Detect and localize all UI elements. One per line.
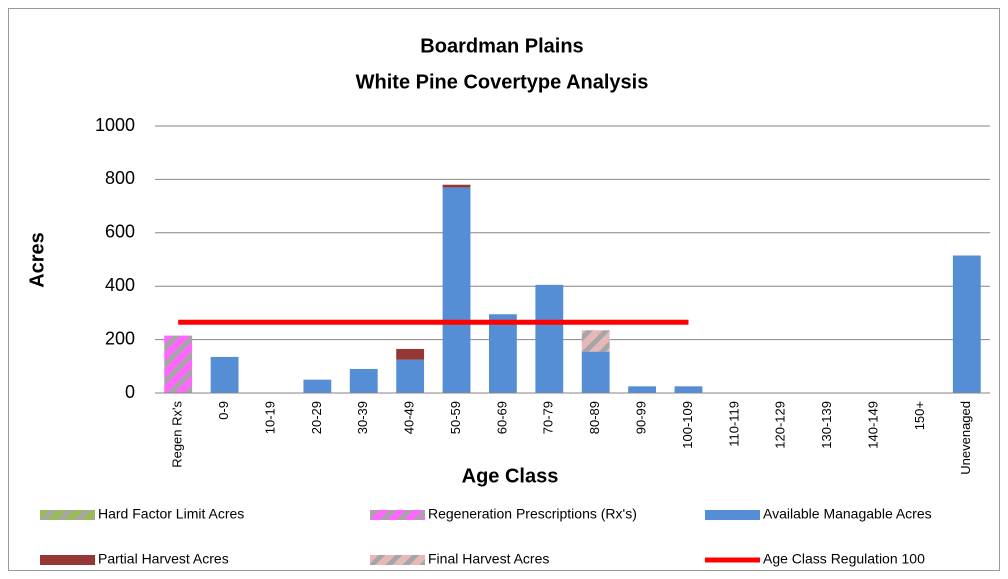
bar — [442, 187, 471, 393]
x-tick-label: 110-119 — [726, 401, 741, 447]
bar — [303, 379, 332, 393]
x-tick-label: 20-29 — [309, 401, 324, 434]
bar — [628, 386, 656, 393]
legend-swatch — [705, 510, 760, 520]
bar — [535, 284, 564, 393]
chart-frame — [8, 8, 1000, 571]
x-tick-label: 50-59 — [448, 401, 463, 434]
x-tick-label: 70-79 — [541, 401, 556, 434]
legend-label: Partial Harvest Acres — [98, 551, 229, 567]
chart-title: Boardman Plains — [420, 35, 583, 57]
x-tick-label: 100-109 — [680, 401, 695, 449]
x-tick-label: 140-149 — [865, 401, 880, 449]
legend-label: Age Class Regulation 100 — [763, 551, 925, 567]
x-tick-label: 40-49 — [402, 401, 417, 434]
legend-swatch — [370, 510, 425, 520]
y-axis-label: Acres — [26, 232, 48, 288]
bar — [952, 255, 981, 393]
x-tick-label: Regen Rx's — [170, 401, 185, 468]
x-tick-label: 10-19 — [262, 401, 277, 434]
y-tick-label: 600 — [105, 222, 135, 242]
bar — [164, 335, 193, 393]
y-tick-label: 400 — [105, 275, 135, 295]
x-tick-label: 60-69 — [494, 401, 509, 434]
bar — [489, 314, 517, 393]
legend-label: Final Harvest Acres — [428, 551, 549, 567]
bar — [396, 359, 425, 393]
x-tick-label: 30-39 — [355, 401, 370, 434]
bar — [396, 348, 425, 360]
legend-swatch — [40, 555, 95, 565]
bar — [442, 184, 471, 188]
x-tick-label: 0-9 — [216, 401, 231, 420]
legend-swatch — [370, 555, 425, 565]
x-tick-label: 90-99 — [634, 401, 649, 434]
x-tick-label: 130-139 — [819, 401, 834, 449]
legend-label: Available Managable Acres — [763, 506, 932, 522]
legend-label: Hard Factor Limit Acres — [98, 506, 244, 522]
legend-swatch — [40, 510, 95, 520]
x-axis-label: Age Class — [462, 465, 559, 487]
x-tick-label: Unevenaged — [958, 401, 973, 475]
bar — [581, 330, 610, 352]
bar — [581, 351, 610, 393]
y-tick-label: 200 — [105, 328, 135, 348]
x-tick-label: 150+ — [912, 401, 927, 430]
bar — [349, 368, 378, 393]
bar — [674, 386, 703, 393]
legend-label: Regeneration Prescriptions (Rx's) — [428, 506, 637, 522]
chart-subtitle: White Pine Covertype Analysis — [356, 71, 649, 93]
y-tick-label: 1000 — [95, 115, 135, 135]
x-tick-label: 120-129 — [773, 401, 788, 449]
y-tick-label: 800 — [105, 168, 135, 188]
x-tick-label: 80-89 — [587, 401, 602, 434]
y-tick-label: 0 — [125, 382, 135, 402]
bar — [210, 356, 239, 393]
